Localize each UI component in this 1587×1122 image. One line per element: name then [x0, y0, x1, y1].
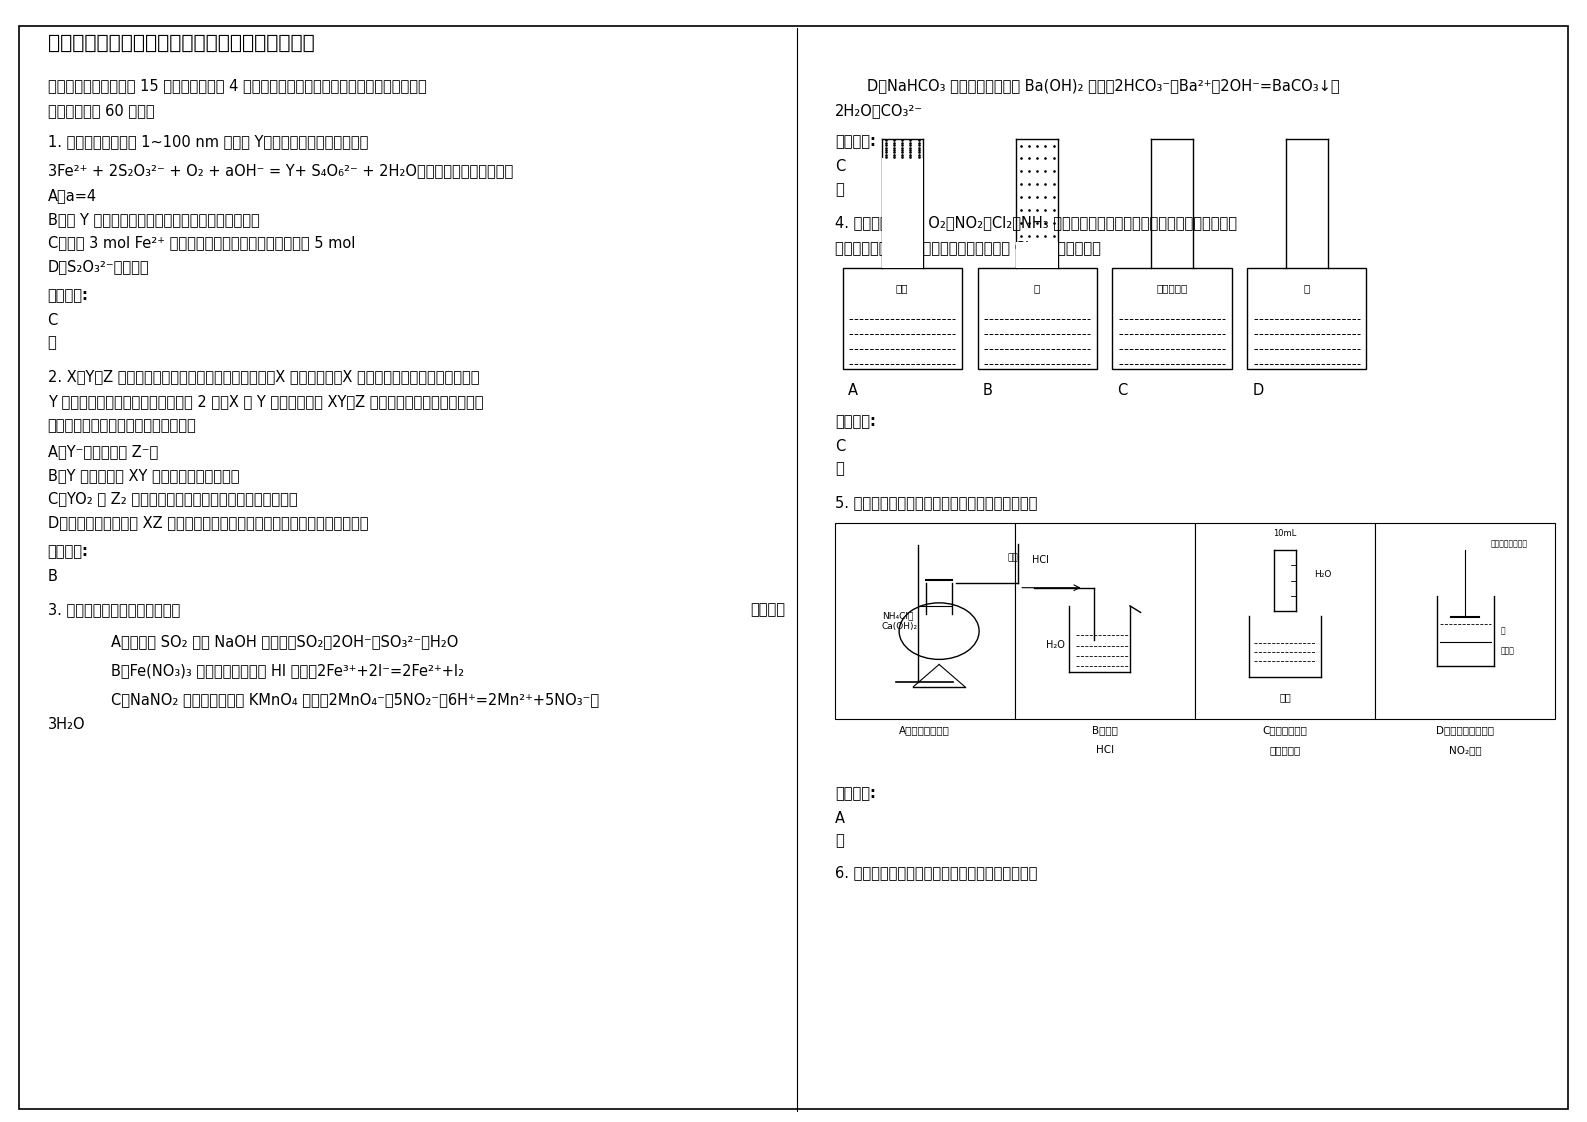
Text: D．NaHCO₃ 溶液中加入过量的 Ba(OH)₂ 溶液：2HCO₃⁻＋Ba²⁺＋2OH⁻=BaCO₃↓＋: D．NaHCO₃ 溶液中加入过量的 Ba(OH)₂ 溶液：2HCO₃⁻＋Ba²⁺…: [867, 79, 1339, 93]
Bar: [1112, 268, 1232, 369]
Text: 2H₂O＋CO₃²⁻: 2H₂O＋CO₃²⁻: [835, 103, 924, 118]
Text: D．以石墨为电极电解 XZ 的水溶液，在阴极附近滴入酚酞可观察到溶液显红色: D．以石墨为电极电解 XZ 的水溶液，在阴极附近滴入酚酞可观察到溶液显红色: [48, 515, 368, 530]
Text: H₂O: H₂O: [1314, 570, 1331, 579]
Text: 10mL: 10mL: [1273, 530, 1297, 539]
Bar: [1374, 523, 1555, 719]
Bar: [978, 268, 1097, 369]
Text: 略: 略: [48, 335, 57, 350]
Text: B．吸收: B．吸收: [1092, 725, 1117, 735]
Text: 水: 水: [1305, 284, 1309, 293]
Text: 可上下移动的铜片: 可上下移动的铜片: [1490, 540, 1528, 549]
Text: 6. 下列溶液中微粒的量浓度关系正确的是（　　）: 6. 下列溶液中微粒的量浓度关系正确的是（ ）: [835, 865, 1038, 880]
Text: 3H₂O: 3H₂O: [48, 717, 86, 732]
Text: B．Fe(NO₃)₃ 溶液中加入过量的 HI 溶液：2Fe³⁺+2I⁻=2Fe²⁺+I₂: B．Fe(NO₃)₃ 溶液中加入过量的 HI 溶液：2Fe³⁺+2I⁻=2Fe²…: [111, 663, 465, 678]
Text: A: A: [835, 811, 844, 826]
Text: 参考答案:: 参考答案:: [48, 288, 89, 303]
Text: HCl: HCl: [1032, 555, 1049, 565]
Text: 浓硝酸: 浓硝酸: [1501, 646, 1514, 655]
Text: H₂O: H₂O: [1046, 641, 1065, 651]
Text: A．a=4: A．a=4: [48, 188, 97, 203]
Text: 参考答案:: 参考答案:: [835, 135, 876, 149]
Text: B．将 Y 均匀分散到水中形成的体系具有丁达尔效应: B．将 Y 均匀分散到水中形成的体系具有丁达尔效应: [48, 212, 259, 227]
Text: 饱和食盐水: 饱和食盐水: [1157, 284, 1187, 293]
Text: 硫酸: 硫酸: [1279, 692, 1290, 701]
Text: NH₄Cl和
Ca(OH)₂: NH₄Cl和 Ca(OH)₂: [882, 611, 919, 631]
Text: C: C: [835, 439, 844, 453]
Text: A．Y⁻的还原性较 Z⁻强: A．Y⁻的还原性较 Z⁻强: [48, 444, 157, 459]
Text: Y 的最外层电子数是核外电子层数的 2 倍，X 与 Y 可形成化合物 XY；Z 单质为共用一对电子对的双原: Y 的最外层电子数是核外电子层数的 2 倍，X 与 Y 可形成化合物 XY；Z …: [48, 394, 482, 408]
Text: 3Fe²⁺ + 2S₂O₃²⁻ + O₂ + aOH⁻ = Y+ S₄O₆²⁻ + 2H₂O，下列说法中不正确的是: 3Fe²⁺ + 2S₂O₃²⁻ + O₂ + aOH⁻ = Y+ S₄O₆²⁻ …: [48, 163, 513, 177]
Text: 参考答案:: 参考答案:: [48, 544, 89, 559]
Text: B．Y 的氢化物与 XY 所含化学键的类型相同: B．Y 的氢化物与 XY 所含化学键的类型相同: [48, 468, 240, 482]
Bar: [882, 158, 924, 268]
Text: D: D: [1252, 383, 1263, 397]
Text: 1. 水热法制备直径为 1~100 nm 的颗粒 Y（化合物），反应原理为：: 1. 水热法制备直径为 1~100 nm 的颗粒 Y（化合物），反应原理为：: [48, 135, 368, 149]
Text: B: B: [48, 569, 57, 583]
Text: 略: 略: [835, 182, 844, 196]
Text: 子分子。下列说法不正确的是（　　）: 子分子。下列说法不正确的是（ ）: [48, 419, 197, 433]
Text: 4. 四支试管分别充满 O₂、NO₂、Cl₂、NH₃ 四种气体，把它们分别倒立于盛有下列各种流体: 4. 四支试管分别充满 O₂、NO₂、Cl₂、NH₃ 四种气体，把它们分别倒立于…: [835, 215, 1236, 230]
Text: 3. 下列离子方程式书写正确的是: 3. 下列离子方程式书写正确的是: [48, 603, 179, 617]
Text: D．S₂O₃²⁻是还原剂: D．S₂O₃²⁻是还原剂: [48, 259, 149, 274]
Text: B: B: [982, 383, 992, 397]
Text: A．过量的 SO₂ 通入 NaOH 溶液中：SO₂＋2OH⁻＝SO₃²⁻＋H₂O: A．过量的 SO₂ 通入 NaOH 溶液中：SO₂＋2OH⁻＝SO₃²⁻＋H₂O: [111, 634, 459, 649]
Text: 的水槽中，发生的现象如下图所示，其中充满 Cl₂ 的试管是（　）: 的水槽中，发生的现象如下图所示，其中充满 Cl₂ 的试管是（ ）: [835, 240, 1101, 255]
Text: C: C: [835, 159, 844, 174]
Text: C．每有 3 mol Fe²⁺ 参加反应，反应中转移的电子总数为 5 mol: C．每有 3 mol Fe²⁺ 参加反应，反应中转移的电子总数为 5 mol: [48, 236, 355, 250]
Bar: [1195, 523, 1374, 719]
Text: 棉花: 棉花: [1008, 553, 1019, 562]
Bar: [1016, 242, 1057, 268]
Text: C: C: [1117, 383, 1127, 397]
Text: 水: 水: [1035, 284, 1039, 293]
Text: 水: 水: [1501, 626, 1506, 636]
Text: 略: 略: [835, 461, 844, 476]
Text: C: C: [48, 313, 57, 328]
Text: 2. X、Y、Z 是原子序数依次增大的同一短周期元素。X 为金属元素，X 的单质能与冷水发生剧烈反应；: 2. X、Y、Z 是原子序数依次增大的同一短周期元素。X 为金属元素，X 的单质…: [48, 369, 479, 384]
Text: C．NaNO₂ 溶液中加入酸性 KMnO₄ 溶液：2MnO₄⁻＋5NO₂⁻＋6H⁺=2Mn²⁺+5NO₃⁻＋: C．NaNO₂ 溶液中加入酸性 KMnO₄ 溶液：2MnO₄⁻＋5NO₂⁻＋6H…: [111, 692, 600, 707]
Text: C．YO₂ 与 Z₂ 均可作为漂白剂，但起漂白作用的原理不同: C．YO₂ 与 Z₂ 均可作为漂白剂，但起漂白作用的原理不同: [48, 491, 297, 506]
Text: 5. 某课外实验小组设计的下列实验合理的是（　）: 5. 某课外实验小组设计的下列实验合理的是（ ）: [835, 495, 1038, 509]
Text: （　　）: （ ）: [751, 603, 786, 617]
Text: C．配制一定浓: C．配制一定浓: [1263, 725, 1308, 735]
Text: A: A: [847, 383, 857, 397]
Text: 参考答案:: 参考答案:: [835, 787, 876, 801]
Text: 题目要求，共 60 分。）: 题目要求，共 60 分。）: [48, 103, 154, 118]
Text: D．制备并收集少量: D．制备并收集少量: [1436, 725, 1495, 735]
Text: NO₂气体: NO₂气体: [1449, 745, 1482, 755]
Text: 天津第三十一中学高三化学下学期期末试题含解析: 天津第三十一中学高三化学下学期期末试题含解析: [48, 34, 314, 53]
Text: A．制备少量氨气: A．制备少量氨气: [900, 725, 951, 735]
Bar: [843, 268, 962, 369]
Circle shape: [900, 603, 979, 660]
Bar: [1247, 268, 1366, 369]
Text: HCl: HCl: [1097, 745, 1114, 755]
Text: 略: 略: [835, 834, 844, 848]
Text: 参考答案:: 参考答案:: [835, 414, 876, 429]
Text: 盐酸: 盐酸: [897, 284, 908, 293]
Bar: [835, 523, 1016, 719]
Bar: [1016, 523, 1195, 719]
Text: 度硫酸溶液: 度硫酸溶液: [1270, 745, 1301, 755]
Text: 一、单选题（本大题共 15 个小题，每小题 4 分。在每小题给出的四个选项中，只有一项符合: 一、单选题（本大题共 15 个小题，每小题 4 分。在每小题给出的四个选项中，只…: [48, 79, 427, 93]
